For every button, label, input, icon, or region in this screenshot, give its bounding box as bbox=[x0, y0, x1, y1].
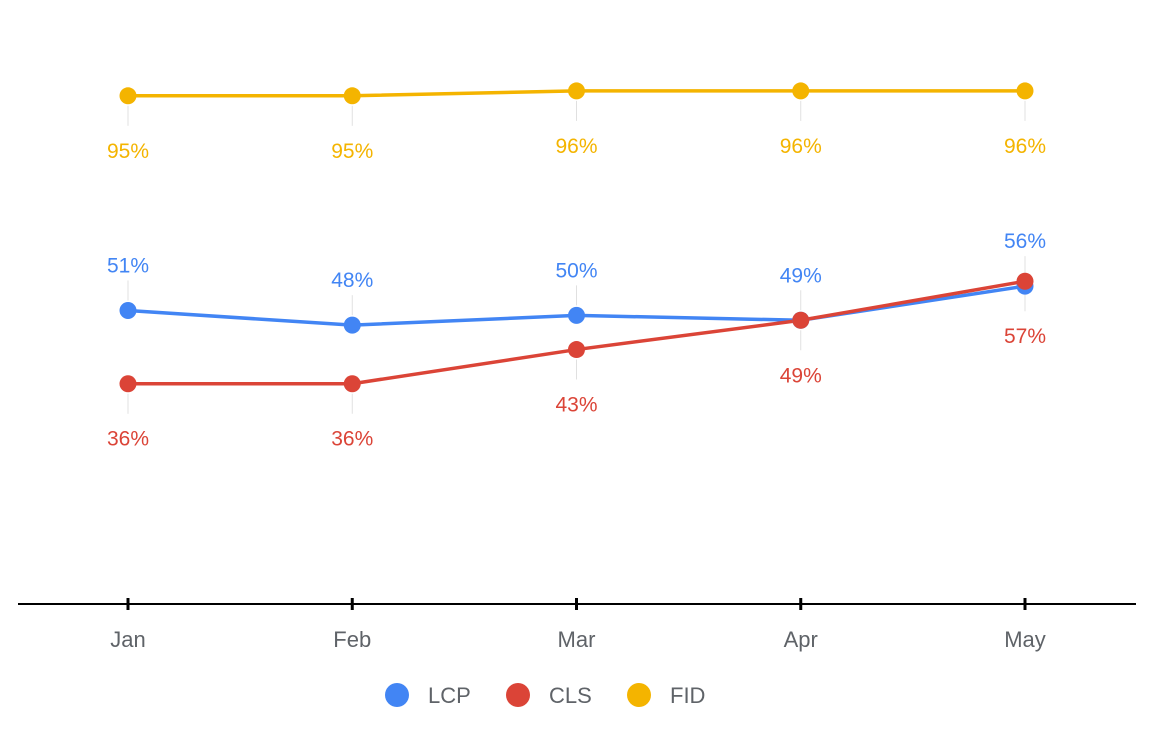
fid-point-jan[interactable] bbox=[119, 87, 137, 105]
fid-point-feb[interactable] bbox=[343, 87, 361, 105]
x-axis: Jan Feb Mar Apr May bbox=[18, 598, 1136, 652]
lcp-data-label-jan: 51% bbox=[107, 255, 149, 278]
x-tick-label-feb: Feb bbox=[333, 627, 371, 652]
x-tick-label-apr: Apr bbox=[784, 627, 818, 652]
label-guides bbox=[127, 100, 1026, 414]
x-tick-label-mar: Mar bbox=[558, 627, 596, 652]
cls-data-label-jan: 36% bbox=[107, 428, 149, 451]
cls-data-label-mar: 43% bbox=[555, 394, 597, 417]
series-points bbox=[119, 82, 1034, 393]
cls-point-may[interactable] bbox=[1016, 272, 1034, 290]
legend-item-lcp[interactable]: LCP bbox=[385, 683, 471, 708]
lcp-data-label-apr: 49% bbox=[780, 264, 822, 287]
fid-data-label-feb: 95% bbox=[331, 140, 373, 163]
lcp-point-mar[interactable] bbox=[568, 306, 585, 324]
lcp-point-jan[interactable] bbox=[119, 302, 137, 320]
lcp-data-label-feb: 48% bbox=[331, 269, 373, 292]
legend-marker-lcp bbox=[385, 683, 409, 707]
legend-label-lcp: LCP bbox=[428, 683, 471, 708]
fid-point-mar[interactable] bbox=[568, 82, 585, 100]
legend[interactable]: LCP CLS FID bbox=[385, 683, 705, 708]
cls-point-apr[interactable] bbox=[792, 311, 810, 329]
x-tick-label-jan: Jan bbox=[110, 627, 145, 652]
fid-point-apr[interactable] bbox=[792, 82, 810, 100]
cls-point-mar[interactable] bbox=[568, 341, 585, 359]
cls-data-label-apr: 49% bbox=[780, 364, 822, 387]
legend-marker-fid bbox=[627, 683, 651, 707]
fid-data-label-may: 96% bbox=[1004, 135, 1046, 158]
data-labels: 51% 48% 50% 49% 56% 36% 36% 43% 49% 57% 95% 95% 96% 9… bbox=[107, 135, 1046, 451]
fid-data-label-jan: 95% bbox=[107, 140, 149, 163]
lcp-data-label-may: 56% bbox=[1004, 230, 1046, 253]
fid-point-may[interactable] bbox=[1016, 82, 1034, 100]
fid-data-label-mar: 96% bbox=[555, 135, 597, 158]
cls-point-feb[interactable] bbox=[343, 375, 361, 393]
fid-data-label-apr: 96% bbox=[780, 135, 822, 158]
x-tick-label-may: May bbox=[1004, 627, 1046, 652]
legend-label-cls: CLS bbox=[549, 683, 592, 708]
legend-label-fid: FID bbox=[670, 683, 705, 708]
cls-data-label-may: 57% bbox=[1004, 325, 1046, 348]
cls-data-label-feb: 36% bbox=[331, 428, 373, 451]
legend-item-fid[interactable]: FID bbox=[627, 683, 705, 708]
legend-item-cls[interactable]: CLS bbox=[506, 683, 592, 708]
lcp-point-feb[interactable] bbox=[343, 316, 361, 334]
cls-point-jan[interactable] bbox=[119, 375, 137, 393]
lcp-data-label-mar: 50% bbox=[555, 259, 597, 282]
legend-marker-cls bbox=[506, 683, 530, 707]
